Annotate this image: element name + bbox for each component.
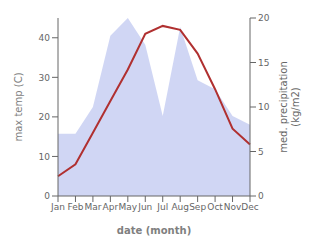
svg-text:40: 40 [39, 33, 51, 43]
svg-text:15: 15 [258, 58, 269, 68]
svg-text:10: 10 [258, 102, 270, 112]
svg-text:10: 10 [39, 152, 51, 162]
svg-text:max temp (C): max temp (C) [13, 72, 24, 141]
svg-text:Apr: Apr [103, 202, 119, 212]
svg-text:Feb: Feb [67, 202, 83, 212]
svg-text:Aug: Aug [171, 202, 189, 212]
svg-text:20: 20 [39, 112, 51, 122]
svg-text:date (month): date (month) [117, 225, 191, 236]
svg-text:Nov: Nov [224, 202, 242, 212]
svg-text:Jul: Jul [156, 202, 168, 212]
svg-text:Jun: Jun [137, 202, 152, 212]
svg-text:med. precipitation(kg/m2): med. precipitation(kg/m2) [278, 61, 301, 153]
svg-text:Oct: Oct [207, 202, 223, 212]
svg-text:May: May [119, 202, 138, 212]
svg-text:20: 20 [258, 13, 270, 23]
svg-text:Jan: Jan [50, 202, 65, 212]
svg-text:5: 5 [258, 147, 264, 157]
svg-text:Dec: Dec [241, 202, 258, 212]
svg-text:Mar: Mar [84, 202, 101, 212]
svg-text:0: 0 [44, 191, 50, 201]
svg-text:Sep: Sep [189, 202, 206, 212]
svg-text:30: 30 [39, 73, 51, 83]
svg-text:0: 0 [258, 191, 264, 201]
